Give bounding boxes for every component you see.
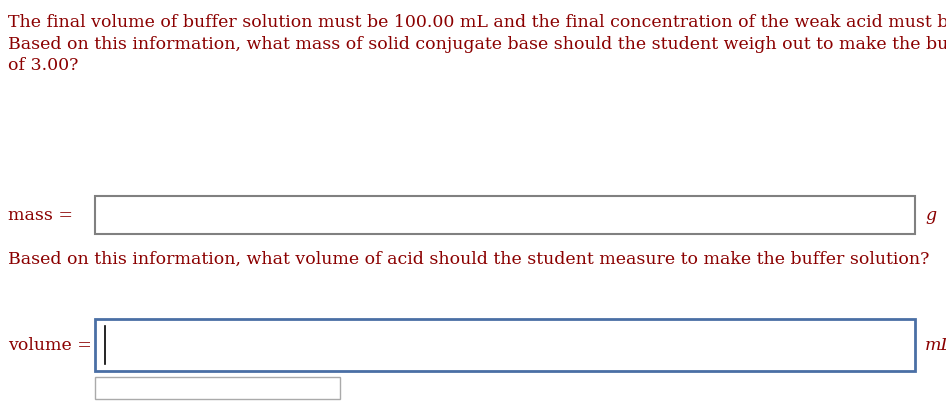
FancyBboxPatch shape xyxy=(95,377,340,399)
FancyBboxPatch shape xyxy=(95,196,915,234)
Text: mass =: mass = xyxy=(8,207,73,223)
Text: Based on this information, what mass of solid conjugate base should the student : Based on this information, what mass of … xyxy=(8,36,946,53)
FancyBboxPatch shape xyxy=(95,319,915,371)
Text: The final volume of buffer solution must be 100.00 mL and the final concentratio: The final volume of buffer solution must… xyxy=(8,14,946,31)
Text: of 3.00?: of 3.00? xyxy=(8,57,79,74)
Text: Based on this information, what volume of acid should the student measure to mak: Based on this information, what volume o… xyxy=(8,251,929,268)
Text: mL: mL xyxy=(925,336,946,354)
Text: g: g xyxy=(925,207,937,223)
Text: volume =: volume = xyxy=(8,336,92,354)
